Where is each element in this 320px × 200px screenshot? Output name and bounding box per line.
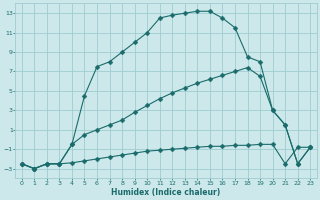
X-axis label: Humidex (Indice chaleur): Humidex (Indice chaleur) (111, 188, 220, 197)
